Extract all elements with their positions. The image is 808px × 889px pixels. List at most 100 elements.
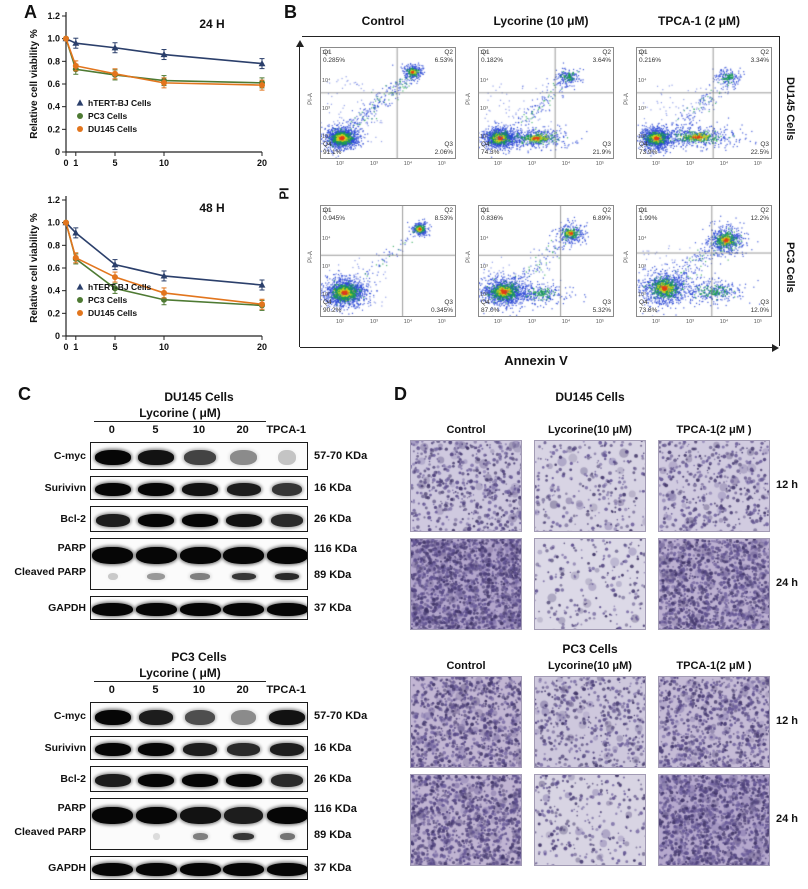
transwell-group-title: DU145 Cells bbox=[555, 390, 625, 404]
flow-y-tick: 10⁴ bbox=[480, 236, 489, 242]
quadrant-q1-percent: 0.285% bbox=[323, 56, 346, 64]
svg-text:20: 20 bbox=[257, 342, 267, 352]
annexin-axis-arrowhead-icon bbox=[772, 344, 779, 352]
flow-x-tick: 10³ bbox=[686, 161, 694, 167]
svg-text:5: 5 bbox=[112, 342, 117, 352]
blot-band bbox=[275, 573, 300, 580]
flow-y-tick: 10⁵ bbox=[638, 208, 647, 214]
quadrant-q4-name: Q4 bbox=[323, 299, 332, 307]
blot-band bbox=[269, 709, 306, 725]
flow-y-tick: 10⁴ bbox=[322, 78, 331, 84]
blot-band bbox=[190, 573, 210, 580]
quadrant-q1-name: Q1 bbox=[323, 49, 332, 56]
flow-plot-frame: Q1 0.216% Q2 3.34% Q3 22.5% Q4 73.9% 10⁵ 10⁴ 10³ 10… bbox=[636, 47, 772, 159]
blot-box bbox=[90, 442, 308, 470]
flow-y-tick: 10³ bbox=[480, 264, 488, 270]
svg-text:0: 0 bbox=[55, 147, 60, 157]
quadrant-q4-name: Q4 bbox=[639, 299, 648, 307]
protein-label: GAPDH bbox=[48, 861, 86, 874]
blot-band bbox=[135, 807, 177, 824]
blot-band bbox=[182, 773, 218, 787]
blot-band bbox=[94, 449, 131, 465]
quadrant-q1-name: Q1 bbox=[323, 207, 332, 214]
svg-text:PC3 Cells: PC3 Cells bbox=[88, 295, 127, 305]
blot-band bbox=[223, 602, 265, 616]
flow-y-tick: 10⁴ bbox=[480, 78, 489, 84]
kda-label: 16 KDa bbox=[314, 741, 352, 754]
quadrant-q1-label: Q1 0.945% bbox=[323, 207, 345, 223]
blot-band bbox=[94, 709, 131, 725]
blot-band bbox=[271, 773, 304, 787]
svg-text:5: 5 bbox=[112, 158, 117, 168]
svg-text:24 H: 24 H bbox=[199, 17, 224, 31]
flow-x-tick: 10⁴ bbox=[403, 319, 413, 325]
quadrant-q1-name: Q1 bbox=[481, 49, 490, 56]
kda-label: 26 KDa bbox=[314, 772, 352, 785]
blot-band bbox=[224, 807, 264, 824]
blot-band bbox=[94, 773, 131, 787]
kda-label: 89 KDa bbox=[314, 569, 352, 581]
transwell-image-tile bbox=[410, 440, 522, 532]
transwell-image bbox=[411, 441, 521, 531]
blot-band bbox=[182, 482, 218, 496]
lane-label: TPCA-1 bbox=[266, 684, 307, 696]
blot-band bbox=[135, 547, 177, 564]
transwell-col-header: Lycorine(10 μM) bbox=[548, 424, 632, 436]
flow-y-tick: 10⁵ bbox=[322, 50, 331, 56]
quadrant-q3-label: Q3 21.9% bbox=[593, 141, 611, 157]
svg-text:10: 10 bbox=[159, 342, 169, 352]
blot-band bbox=[184, 449, 216, 465]
blot-box bbox=[90, 766, 308, 792]
quadrant-q4-percent: 74.3% bbox=[481, 149, 500, 157]
transwell-time-label: 24 h bbox=[776, 577, 799, 589]
flow-x-tick: 10³ bbox=[370, 319, 378, 325]
flow-x-tick: 10⁵ bbox=[595, 319, 605, 325]
svg-text:0: 0 bbox=[63, 158, 68, 168]
lane-label: 0 bbox=[108, 684, 115, 696]
kda-label: 116 KDa bbox=[314, 803, 357, 815]
flow-scatter-canvas bbox=[321, 206, 455, 316]
quadrant-q2-label: Q2 6.53% bbox=[435, 49, 453, 65]
blot-box bbox=[90, 736, 308, 760]
blot-band bbox=[152, 833, 161, 840]
blot-box bbox=[90, 798, 308, 850]
protein-label: Surivivn bbox=[44, 741, 86, 754]
quadrant-q1-label: Q1 0.285% bbox=[323, 49, 345, 65]
flow-x-tick: 10² bbox=[652, 161, 660, 167]
flow-row-label: PC3 Cells bbox=[784, 241, 796, 293]
blot-band bbox=[225, 773, 262, 787]
kda-label: 89 KDa bbox=[314, 829, 352, 841]
flow-y-tick: 10² bbox=[480, 292, 488, 298]
quadrant-q3-label: Q3 22.5% bbox=[751, 141, 769, 157]
pi-a-axis-label: PI-A bbox=[623, 93, 630, 105]
quadrant-q1-label: Q1 0.836% bbox=[481, 207, 503, 223]
flow-plot-frame: Q1 0.836% Q2 6.89% Q3 5.32% Q4 87.0% 10⁵ 10⁴ 10³ 10… bbox=[478, 205, 614, 317]
protein-label: Bcl-2 bbox=[60, 772, 86, 785]
lane-label: 20 bbox=[236, 684, 249, 696]
svg-text:0.4: 0.4 bbox=[47, 286, 60, 296]
protein-label: PARP bbox=[57, 802, 86, 814]
flow-col-header: Control bbox=[361, 14, 405, 28]
transwell-image-tile bbox=[534, 676, 646, 768]
svg-text:0.2: 0.2 bbox=[47, 308, 60, 318]
blot-band bbox=[179, 547, 221, 564]
transwell-image-tile bbox=[658, 440, 770, 532]
svg-text:1.2: 1.2 bbox=[47, 195, 60, 205]
flow-col-header: Lycorine (10 μM) bbox=[493, 14, 589, 28]
blot-band bbox=[138, 513, 175, 527]
flow-x-tick: 10⁵ bbox=[753, 161, 763, 167]
quadrant-q4-name: Q4 bbox=[323, 141, 332, 149]
flow-x-tick: 10² bbox=[336, 161, 344, 167]
svg-text:0: 0 bbox=[63, 342, 68, 352]
quadrant-q2-label: Q2 3.64% bbox=[593, 49, 611, 65]
flow-y-tick: 10³ bbox=[638, 264, 646, 270]
quadrant-q3-percent: 22.5% bbox=[750, 149, 769, 157]
blot-band bbox=[182, 513, 218, 527]
blot-band bbox=[223, 862, 265, 876]
viability-chart-24h: 0 0.2 0.4 0.6 0.8 1.0 1.2 0 1 5 10 20 24 H Relative c… bbox=[26, 4, 270, 180]
flow-y-tick: 10⁴ bbox=[638, 236, 647, 242]
pi-axis-label: PI bbox=[276, 187, 292, 200]
transwell-col-header: Lycorine(10 μM) bbox=[548, 660, 632, 672]
panel-a-label: A bbox=[24, 2, 37, 22]
